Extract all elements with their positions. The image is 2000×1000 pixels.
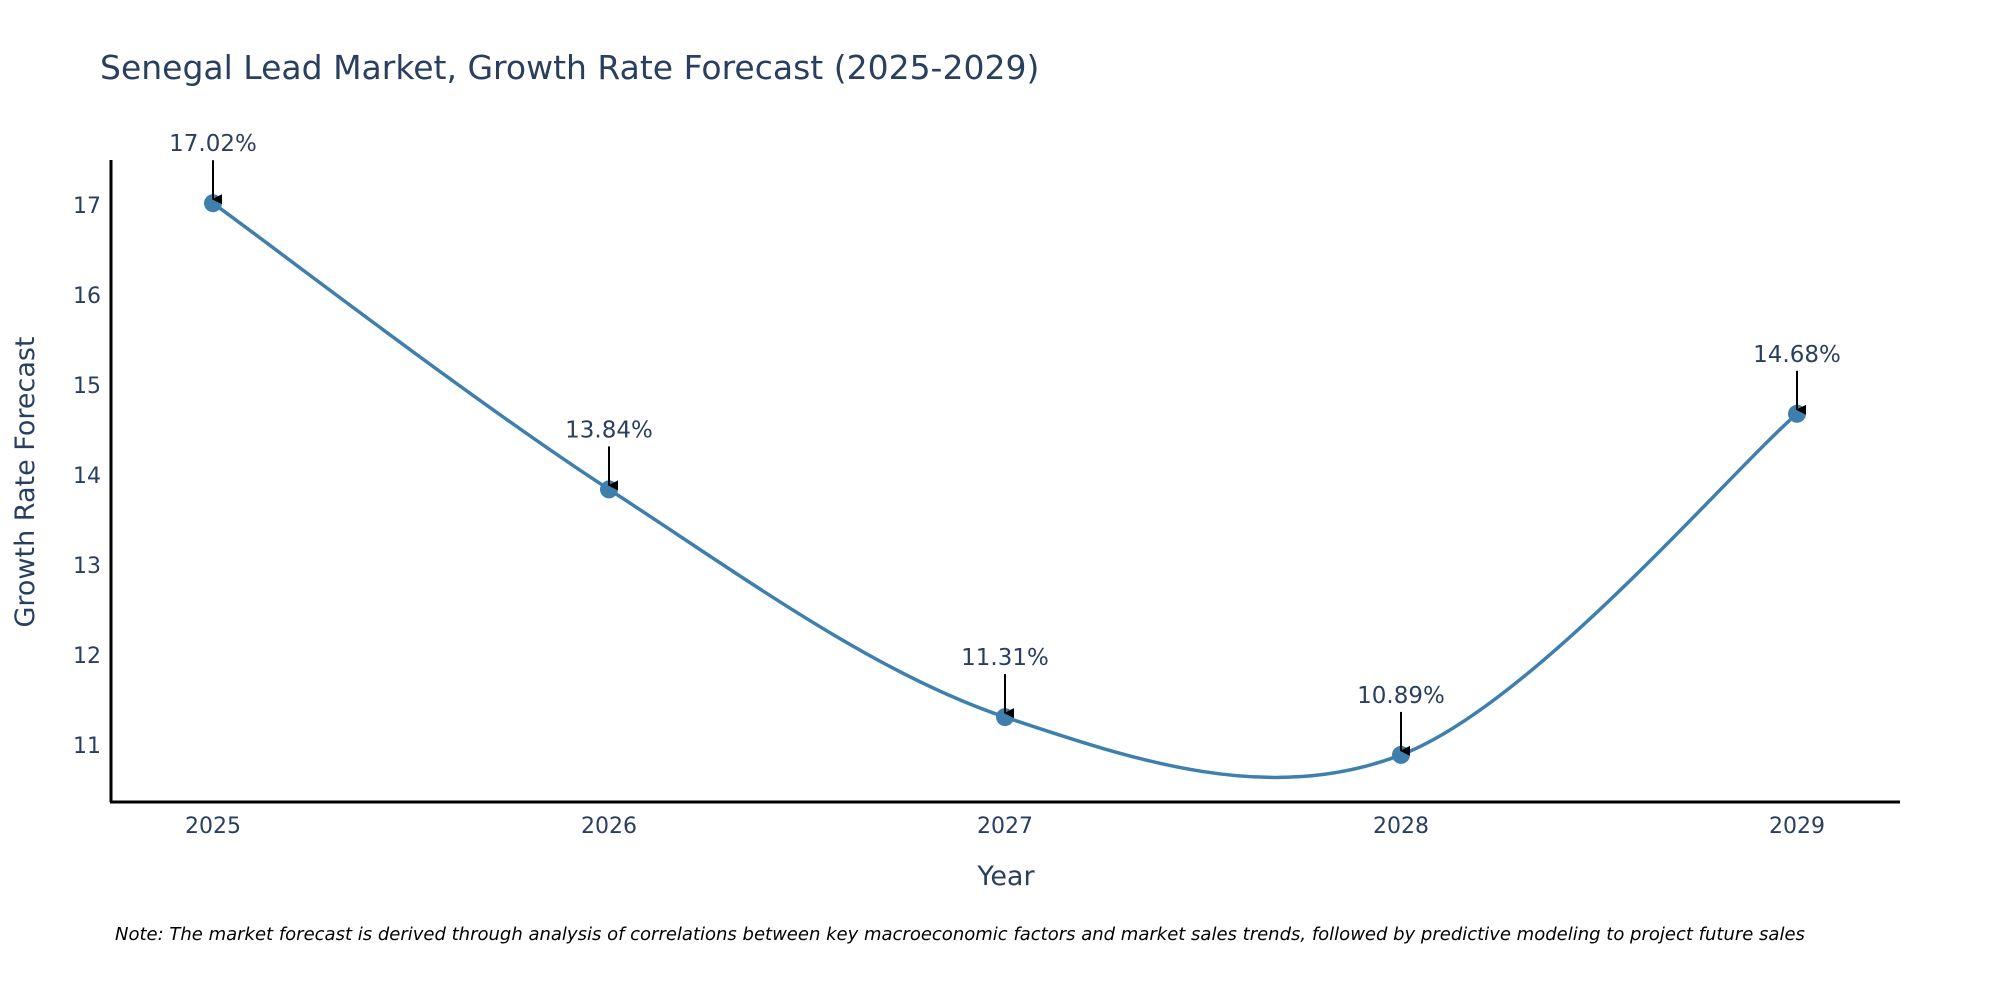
y-tick-label: 11 [73, 734, 101, 759]
data-label: 17.02% [169, 131, 257, 157]
data-annotations: 17.02% 13.84% 11.31% 10.89% 14.68% [169, 131, 1841, 756]
data-label: 14.68% [1753, 342, 1841, 368]
data-label: 10.89% [1357, 683, 1445, 709]
y-tick-label: 17 [73, 194, 101, 219]
chart-title: Senegal Lead Market, Growth Rate Forecas… [100, 48, 1039, 87]
footnote: Note: The market forecast is derived thr… [115, 924, 1805, 945]
data-label: 13.84% [565, 417, 653, 443]
y-axis-title: Growth Rate Forecast [10, 336, 41, 627]
y-tick-label: 13 [73, 554, 101, 579]
y-tick-label: 15 [73, 374, 101, 399]
data-label: 11.31% [961, 645, 1049, 671]
x-tick-label: 2027 [977, 814, 1033, 839]
y-tick-label: 14 [73, 464, 101, 489]
x-axis-title: Year [976, 861, 1035, 892]
y-tick-label: 16 [73, 284, 101, 309]
x-tick-label: 2026 [581, 814, 637, 839]
y-tick-label: 12 [73, 644, 101, 669]
x-tick-label: 2029 [1769, 814, 1825, 839]
x-axis-ticks: 2025 2026 2027 2028 2029 [185, 814, 1825, 839]
y-axis-ticks: 11 12 13 14 15 16 17 [73, 194, 101, 759]
x-tick-label: 2025 [185, 814, 241, 839]
x-tick-label: 2028 [1373, 814, 1429, 839]
